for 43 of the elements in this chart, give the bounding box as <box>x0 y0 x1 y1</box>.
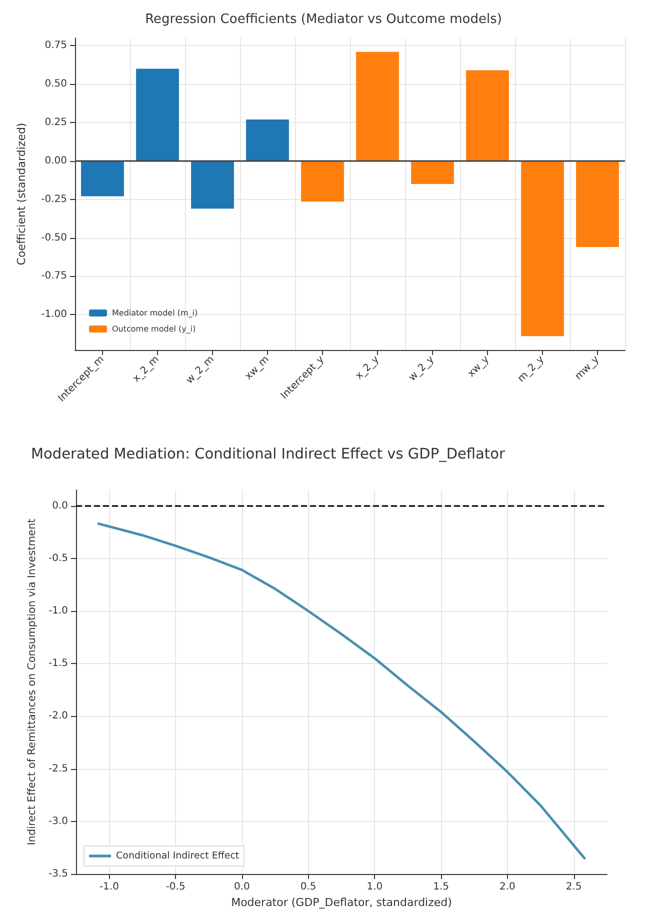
legend-label: Conditional Indirect Effect <box>116 850 240 862</box>
bar <box>81 160 124 196</box>
bar <box>356 52 399 161</box>
y-tick-label: 0.25 <box>44 117 67 128</box>
y-tick-label: -0.75 <box>41 270 67 282</box>
x-tick-label: 2.5 <box>566 882 582 892</box>
y-axis-title: Coefficient (standardized) <box>15 122 28 266</box>
bar <box>301 160 344 202</box>
y-tick-label: -3.5 <box>48 868 68 880</box>
y-tick-label: -1.0 <box>48 605 68 616</box>
x-tick-label: -1.0 <box>99 882 119 892</box>
bar <box>576 160 619 248</box>
x-tick-label: 1.0 <box>366 882 383 892</box>
y-tick-label: -0.25 <box>41 194 67 205</box>
y-tick-label: -1.5 <box>48 658 68 670</box>
y-tick-label: -3.0 <box>48 816 68 827</box>
line-series <box>97 522 586 860</box>
legend-label: Mediator model (m_i) <box>112 308 198 318</box>
x-tick-label: 0.0 <box>234 882 250 892</box>
x-tick-label: 1.5 <box>433 882 450 892</box>
legend-label: Outcome model (y_i) <box>112 324 196 334</box>
bar <box>191 160 234 209</box>
bar <box>136 68 179 161</box>
y-tick-label: -1.00 <box>41 309 67 320</box>
y-tick-label: -0.50 <box>41 232 67 244</box>
y-tick-label: -0.5 <box>48 552 68 564</box>
bar <box>521 160 564 336</box>
bar <box>246 119 289 161</box>
x-tick-label: 2.0 <box>499 882 516 892</box>
x-tick-label: -0.5 <box>166 882 186 892</box>
x-axis-title: Moderator (GDP_Deflator, standardized) <box>231 896 452 909</box>
chart-title: Moderated Mediation: Conditional Indirect Effect vs GDP_Deflator <box>31 446 505 462</box>
y-tick-label: -2.0 <box>48 710 68 722</box>
chart-title: Regression Coefficients (Mediator vs Outcome models) <box>145 12 502 27</box>
bar <box>466 70 509 161</box>
y-tick-label: 0.0 <box>52 500 68 512</box>
y-tick-label: 0.75 <box>44 40 67 52</box>
y-tick-label: 0.50 <box>44 78 67 90</box>
bar <box>411 160 454 184</box>
y-tick-label: -2.5 <box>48 763 68 774</box>
x-tick-label: 0.5 <box>300 882 316 892</box>
y-axis-title: Indirect Effect of Remittances on Consumption via Investment <box>26 518 38 846</box>
y-tick-label: 0.00 <box>44 155 67 166</box>
